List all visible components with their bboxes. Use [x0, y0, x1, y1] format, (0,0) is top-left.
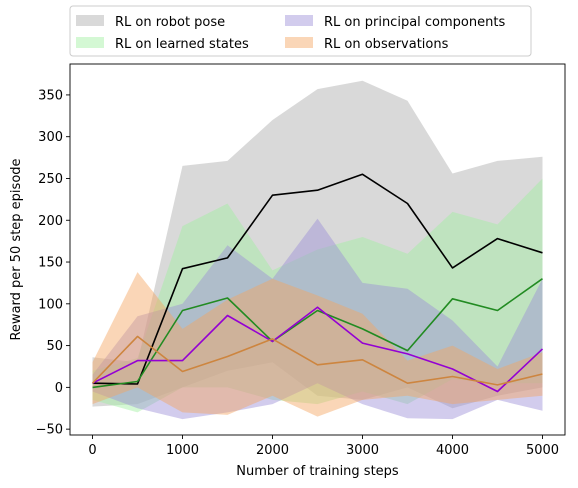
confidence-bands: [92, 80, 543, 420]
x-tick-label: 3000: [346, 443, 379, 458]
legend-swatch: [76, 15, 104, 26]
y-tick-label: 100: [38, 297, 63, 312]
y-tick-label: 200: [38, 214, 63, 229]
legend-entry-label: RL on robot pose: [115, 15, 225, 30]
x-tick-label: 4000: [436, 443, 469, 458]
legend-swatch: [76, 37, 104, 48]
x-tick-label: 5000: [526, 443, 559, 458]
x-tick-label: 0: [88, 443, 96, 458]
legend-swatch: [285, 37, 313, 48]
legend-entry-label: RL on learned states: [115, 37, 249, 52]
y-axis: −50 0 50 100 150 200 250 300 350: [36, 88, 70, 438]
y-axis-label: Reward per 50 step episode: [9, 158, 24, 340]
legend: RL on robot pose RL on learned states RL o…: [69, 5, 532, 57]
y-tick-label: 250: [38, 172, 63, 187]
legend-entry-label: RL on principal components: [324, 15, 505, 30]
y-tick-label: −50: [36, 423, 63, 438]
y-tick-label: 0: [55, 381, 63, 396]
band-series-2: [92, 218, 543, 420]
y-tick-label: 300: [38, 130, 63, 145]
x-tick-label: 2000: [256, 443, 289, 458]
legend-box: [69, 5, 532, 57]
x-tick-label: 1000: [166, 443, 199, 458]
y-tick-label: 350: [38, 88, 63, 103]
y-tick-label: 150: [38, 256, 63, 271]
band-series-0: [92, 80, 543, 409]
x-axis-label: Number of training steps: [236, 464, 399, 479]
line-series-1: [92, 278, 543, 389]
line-series-3: [91, 335, 543, 386]
legend-swatch: [285, 15, 313, 26]
line-series-0: [92, 173, 543, 385]
legend-entry-label: RL on observations: [324, 37, 449, 52]
y-tick-label: 50: [46, 339, 63, 354]
plot-area-frame: [69, 63, 566, 436]
mean-lines: [91, 173, 544, 393]
x-axis: 0 1000 2000 3000 4000 5000: [88, 435, 559, 458]
